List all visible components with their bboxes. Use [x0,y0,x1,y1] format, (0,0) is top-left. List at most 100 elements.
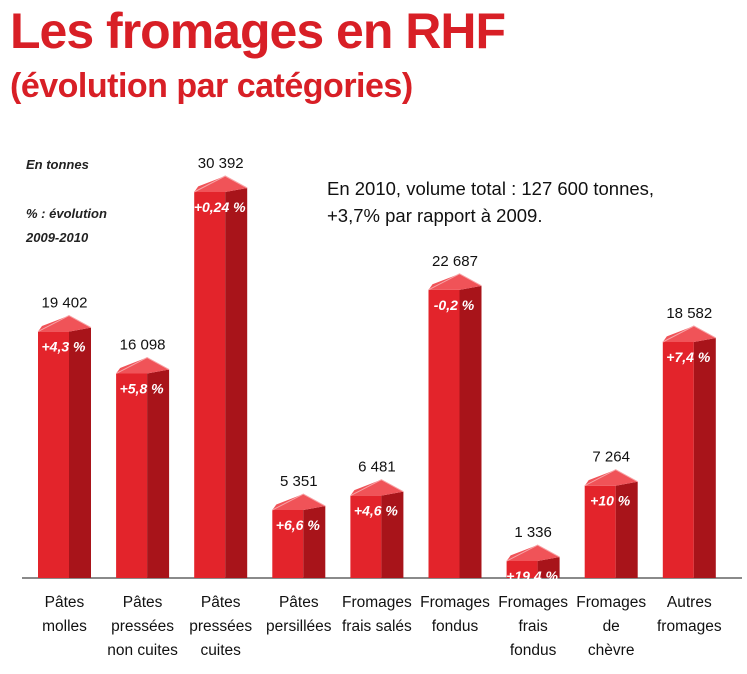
bar-side [693,337,716,578]
value-label: 22 687 [432,253,478,270]
category-label: Pâtes pressées cuites [189,594,252,659]
evolution-legend-line1: % : évolution [26,206,107,221]
value-label: 18 582 [666,305,712,322]
evolution-label: +19,4 % [506,568,558,584]
evolution-label: +7,4 % [666,349,711,365]
value-label: 6 481 [358,459,396,476]
bar-group: 1 336 +19,4 % Fromages frais fondus [498,524,568,659]
category-label-line: molles [42,618,87,635]
evolution-label: +4,3 % [42,339,87,355]
evolution-label: +6,6 % [276,517,321,533]
bar-side [225,188,248,578]
value-label: 19 402 [42,295,88,312]
evolution-label: +10 % [590,493,631,509]
bar-group: 18 582 +7,4 % Autres fromages [657,305,722,635]
category-label: Pâtes molles [42,594,87,635]
category-label-line: Fromages [420,594,490,611]
category-label-line: de [603,618,620,635]
bar-front [38,331,69,578]
bar-top-edge [115,356,170,374]
evolution-label: +5,8 % [120,381,165,397]
bar-side [615,481,638,578]
bar-top-edge [37,315,92,333]
category-label-line: non cuites [107,642,178,659]
bar-top [428,273,482,290]
bar-group: 5 351 +6,6 % Pâtes persillées [266,473,332,635]
bar-top-edge [428,273,482,291]
category-label-line: Pâtes [45,594,85,611]
bar-top [584,469,638,486]
bar-group: 6 481 +4,6 % Fromages frais salés [342,459,412,635]
evolution-label: -0,2 % [434,297,475,313]
category-label-line: Pâtes [279,594,319,611]
category-label-line: fondus [510,642,557,659]
category-label: Fromages frais salés [342,594,412,635]
category-label-line: frais [518,618,548,635]
bar-top [194,176,248,192]
bar-group: 30 392 +0,24 % Pâtes pressées cuites [189,155,252,659]
bar-side [537,557,560,578]
bar-top [350,479,404,496]
category-label-line: fromages [657,618,722,635]
bar-front [428,289,460,578]
evolution-label: +4,6 % [354,503,399,519]
bar-front [584,485,616,578]
category-label-line: pressées [111,618,174,635]
category-label-line: Pâtes [201,594,241,611]
category-label-line: Fromages [342,594,412,611]
bar-side [147,369,170,578]
category-label: Pâtes persillées [266,594,332,635]
bar-top-edge [272,493,326,511]
value-label: 16 098 [120,337,166,354]
bar-group: 19 402 +4,3 % Pâtes molles [37,295,92,635]
category-label: Autres fromages [657,594,722,635]
bar-top [506,545,560,562]
category-label-line: frais salés [342,618,412,635]
bar-top [38,315,91,332]
bar-front [350,495,382,578]
bar-top-edge [506,544,560,562]
bar-front [506,561,538,578]
bar-top-edge [662,325,717,343]
category-label: Fromages fondus [420,594,490,635]
bar-side [303,506,326,578]
bar-front [194,192,226,578]
category-label: Pâtes pressées non cuites [107,594,178,659]
bar-top-edge [350,479,404,497]
chart-title: Les fromages en RHF [10,3,506,59]
bar-side [69,327,91,578]
evolution-label: +0,24 % [194,199,246,215]
bar-side [381,491,404,578]
value-label: 7 264 [592,449,630,466]
category-label-line: persillées [266,618,332,635]
bar-front [272,510,304,578]
bar-front [116,373,148,578]
category-label-line: Pâtes [123,594,163,611]
evolution-legend-line2: 2009-2010 [26,230,89,245]
unit-label: En tonnes [26,157,89,172]
bar-group: 16 098 +5,8 % Pâtes pressées non cuites [107,337,178,659]
category-label-line: Autres [667,594,712,611]
bar-top [662,325,716,342]
value-label: 30 392 [198,155,244,172]
value-label: 5 351 [280,473,318,490]
value-label: 1 336 [514,524,552,541]
total-volume-note-line1: En 2010, volume total : 127 600 tonnes, [327,178,655,199]
category-label-line: Fromages [498,594,568,611]
total-volume-note-line2: +3,7% par rapport à 2009. [327,205,543,226]
category-label: Fromages frais fondus [498,594,568,659]
bar-side [459,285,482,578]
category-label-line: fondus [432,618,479,635]
bar-top [116,357,170,374]
category-label-line: cuites [200,642,241,659]
category-label: Fromages de chèvre [576,594,646,659]
chart-subtitle: (évolution par catégories) [10,67,413,105]
category-label-line: pressées [189,618,252,635]
bar-top-edge [584,469,638,487]
bar-group: 22 687 -0,2 % Fromages fondus [420,253,490,635]
bar-top [272,494,326,511]
category-label-line: chèvre [588,642,635,659]
category-label-line: Fromages [576,594,646,611]
bar-top-edge [193,175,248,193]
